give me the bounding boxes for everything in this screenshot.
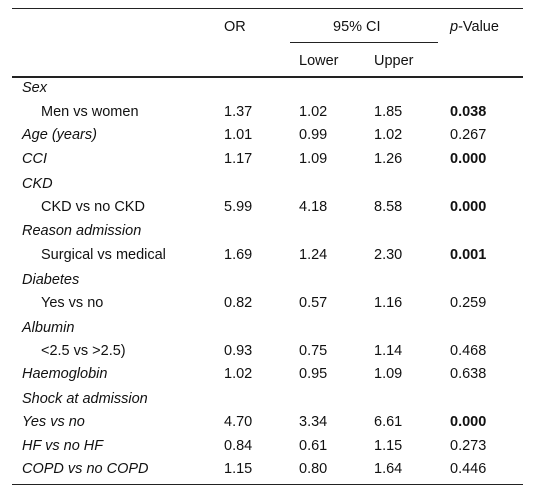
cell-p-value: 0.446 [450, 461, 487, 477]
row-label: Haemoglobin [22, 366, 108, 382]
cell-p-value: 0.000 [450, 199, 487, 215]
cell-lower: 1.02 [299, 104, 328, 120]
cell-upper: 1.15 [374, 438, 403, 454]
cell-or: 1.02 [224, 366, 253, 382]
cell-upper: 1.26 [374, 151, 403, 167]
row-label: Shock at admission [22, 391, 148, 407]
row-label: COPD vs no COPD [22, 461, 149, 477]
cell-upper: 6.61 [374, 414, 403, 430]
row-label: Yes vs no [41, 295, 104, 311]
cell-or: 5.99 [224, 199, 253, 215]
cell-upper: 8.58 [374, 199, 403, 215]
row-label: Sex [22, 80, 47, 96]
cell-or: 0.84 [224, 438, 253, 454]
ci-underline [290, 42, 438, 43]
cell-lower: 0.99 [299, 127, 328, 143]
cell-lower: 0.95 [299, 366, 328, 382]
cell-lower: 1.24 [299, 247, 328, 263]
cell-or: 0.93 [224, 343, 253, 359]
row-label: CKD [22, 176, 53, 192]
cell-p-value: 0.259 [450, 295, 487, 311]
cell-p-value: 0.273 [450, 438, 487, 454]
row-label: CCI [22, 151, 47, 167]
header-upper: Upper [374, 53, 414, 69]
bottom-rule [12, 484, 523, 485]
cell-lower: 3.34 [299, 414, 328, 430]
cell-or: 1.15 [224, 461, 253, 477]
row-label: Albumin [22, 320, 75, 336]
row-label: HF vs no HF [22, 438, 104, 454]
header-rule [12, 76, 523, 78]
cell-or: 4.70 [224, 414, 253, 430]
cell-lower: 0.80 [299, 461, 328, 477]
cell-upper: 1.14 [374, 343, 403, 359]
cell-lower: 0.57 [299, 295, 328, 311]
cell-upper: 1.09 [374, 366, 403, 382]
row-label: Men vs women [41, 104, 139, 120]
row-label: Yes vs no [22, 414, 85, 430]
cell-p-value: 0.468 [450, 343, 487, 359]
cell-upper: 1.02 [374, 127, 403, 143]
cell-upper: 1.16 [374, 295, 403, 311]
cell-or: 1.17 [224, 151, 253, 167]
header-p-value: p-Value [450, 18, 499, 36]
row-label: Diabetes [22, 272, 80, 288]
header-ci: 95% CI [333, 19, 381, 35]
cell-or: 1.69 [224, 247, 253, 263]
cell-lower: 1.09 [299, 151, 328, 167]
cell-or: 1.01 [224, 127, 253, 143]
cell-p-value: 0.267 [450, 127, 487, 143]
header-or: OR [224, 19, 246, 35]
cell-upper: 1.64 [374, 461, 403, 477]
row-label: Reason admission [22, 223, 142, 239]
cell-upper: 1.85 [374, 104, 403, 120]
cell-p-value: 0.038 [450, 104, 487, 120]
header-lower: Lower [299, 53, 339, 69]
row-label: <2.5 vs >2.5) [41, 343, 126, 359]
cell-p-value: 0.638 [450, 366, 487, 382]
top-rule [12, 8, 523, 9]
cell-lower: 0.75 [299, 343, 328, 359]
row-label: Age (years) [22, 127, 97, 143]
cell-upper: 2.30 [374, 247, 403, 263]
header-p-rest: -Value [458, 19, 499, 35]
row-label: Surgical vs medical [41, 247, 166, 263]
cell-p-value: 0.000 [450, 414, 487, 430]
cell-p-value: 0.001 [450, 247, 487, 263]
cell-p-value: 0.000 [450, 151, 487, 167]
row-label: CKD vs no CKD [41, 199, 145, 215]
cell-lower: 0.61 [299, 438, 328, 454]
cell-lower: 4.18 [299, 199, 328, 215]
header-p-italic: p [450, 19, 459, 35]
cell-or: 1.37 [224, 104, 253, 120]
cell-or: 0.82 [224, 295, 253, 311]
